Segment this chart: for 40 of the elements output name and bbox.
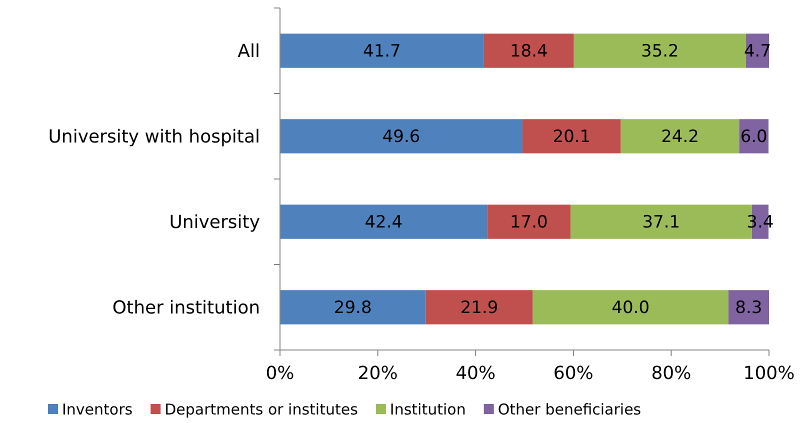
bar: [532, 290, 728, 324]
x-tick-label: 20%: [358, 362, 398, 384]
x-tick-label: 80%: [651, 362, 692, 384]
data-label: 18.4: [510, 42, 548, 62]
x-tick-label: 40%: [456, 362, 496, 384]
y-tick-label: All: [238, 41, 260, 62]
x-tick-label: 0%: [266, 362, 294, 384]
bar: [574, 34, 746, 68]
x-tick-label: 60%: [553, 362, 594, 384]
legend-label: Departments or institutes: [164, 400, 358, 418]
data-label: 40.0: [612, 298, 650, 318]
data-label: 49.6: [382, 127, 420, 148]
data-label: 24.2: [661, 127, 699, 148]
bar: [620, 119, 740, 154]
data-label: 37.1: [642, 212, 680, 233]
bar: [280, 290, 426, 324]
legend-label: Other beneficiaries: [498, 400, 642, 418]
legend-label: Inventors: [62, 400, 133, 418]
bar: [487, 204, 570, 239]
data-label: 17.0: [510, 212, 548, 233]
data-label: 41.7: [363, 42, 401, 62]
y-tick-label: University with hospital: [48, 126, 260, 148]
y-tick-label: University: [169, 212, 260, 234]
data-label: 20.1: [552, 127, 591, 148]
x-tick-label: 100%: [743, 362, 795, 384]
bar: [484, 34, 574, 68]
legend-label: Institution: [390, 400, 466, 418]
data-label: 21.9: [460, 298, 498, 318]
y-tick-label: Other institution: [112, 298, 260, 319]
data-label: 35.2: [641, 42, 679, 62]
data-label: 8.3: [735, 298, 762, 318]
bar: [522, 119, 621, 154]
bar: [280, 34, 484, 68]
data-label: 6.0: [740, 127, 768, 148]
bar: [280, 204, 488, 239]
bar: [728, 290, 769, 324]
bar: [426, 290, 533, 324]
bar: [280, 119, 523, 154]
data-label: 29.8: [334, 298, 372, 318]
data-label: 42.4: [364, 212, 403, 233]
